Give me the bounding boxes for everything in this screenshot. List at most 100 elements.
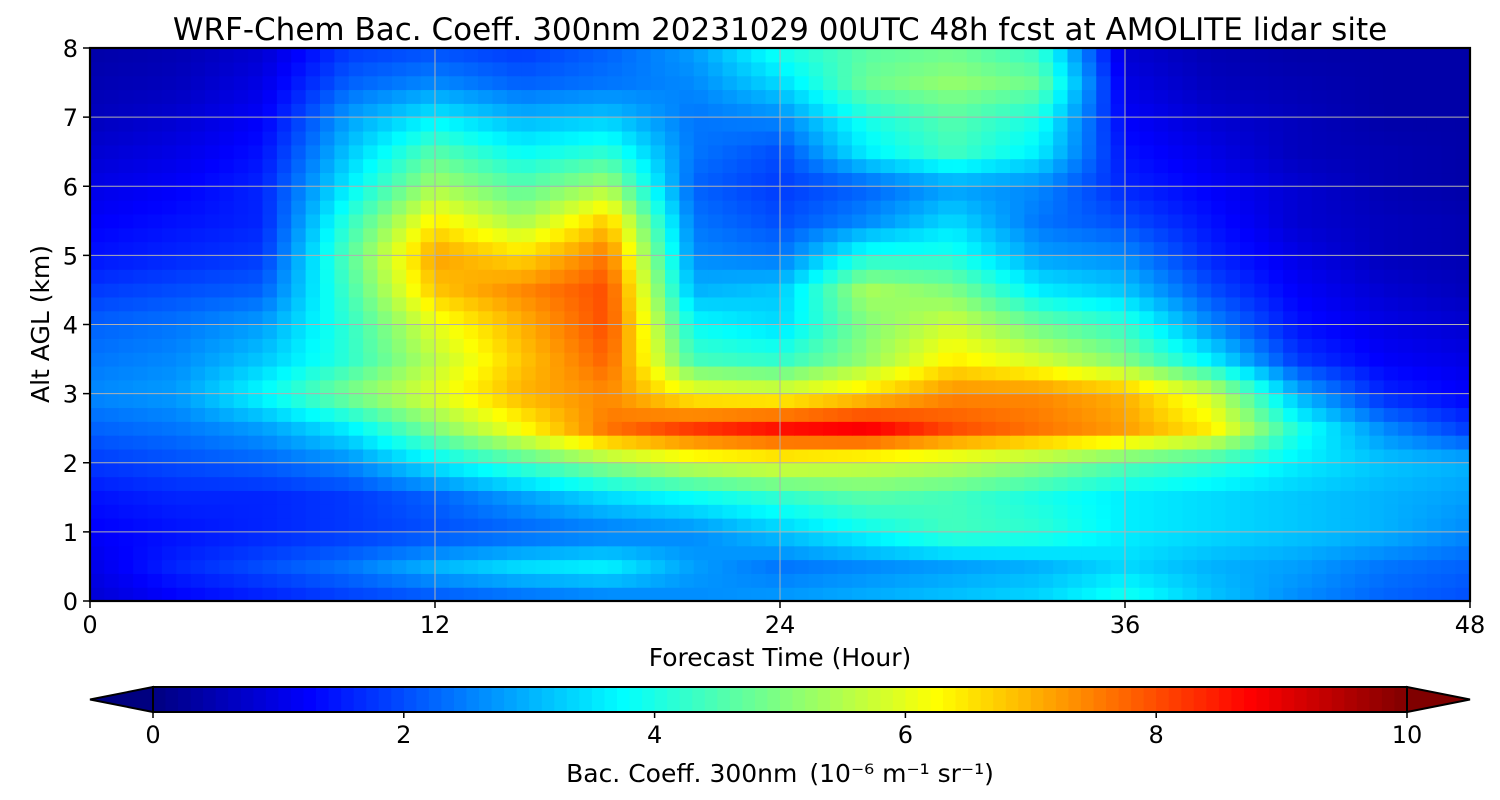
colorbar-segment [1231, 687, 1245, 712]
heatmap-cell [1398, 255, 1414, 270]
heatmap-cell [909, 310, 925, 326]
heatmap-cell [377, 365, 393, 381]
heatmap-cell [851, 545, 867, 561]
heatmap-cell [1168, 310, 1184, 326]
heatmap-cell [736, 117, 752, 132]
heatmap-cell [190, 448, 206, 464]
heatmap-cell [348, 352, 364, 367]
heatmap-cell [780, 545, 795, 561]
heatmap-cell [708, 407, 724, 422]
heatmap-cell [765, 352, 781, 367]
heatmap-cell [205, 476, 220, 491]
heatmap-cell [823, 103, 839, 118]
heatmap-cell [1067, 283, 1083, 298]
heatmap-cell [578, 296, 594, 312]
heatmap-cell [851, 310, 867, 326]
heatmap-cell [636, 338, 652, 353]
heatmap-cell [1182, 448, 1198, 464]
heatmap-cell [233, 393, 249, 409]
heatmap-cell [1355, 504, 1370, 519]
heatmap-cell [377, 103, 393, 118]
heatmap-cell [1426, 227, 1442, 243]
heatmap-cell [190, 296, 206, 312]
heatmap-cell [851, 587, 867, 601]
heatmap-cell [391, 158, 407, 174]
heatmap-cell [463, 227, 479, 243]
heatmap-cell [1283, 462, 1299, 478]
heatmap-cell [1455, 144, 1470, 160]
heatmap-cell [607, 48, 623, 63]
heatmap-cell [895, 172, 910, 187]
heatmap-cell [679, 545, 695, 561]
heatmap-cell [621, 227, 637, 243]
heatmap-cell [1369, 352, 1385, 367]
heatmap-cell [923, 393, 939, 409]
heatmap-cell [118, 103, 134, 118]
heatmap-cell [406, 186, 422, 201]
heatmap-cell [1426, 559, 1442, 574]
heatmap-cell [1398, 462, 1414, 478]
heatmap-cell [262, 89, 278, 104]
heatmap-cell [823, 518, 839, 533]
heatmap-cell [1268, 559, 1284, 574]
heatmap-cell [808, 435, 824, 450]
heatmap-cell [1441, 144, 1457, 160]
heatmap-cell [1153, 269, 1169, 284]
heatmap-cell [636, 255, 652, 270]
heatmap-cell [1441, 117, 1457, 132]
heatmap-cell [176, 365, 192, 381]
heatmap-cell [1067, 200, 1083, 215]
heatmap-cell [736, 75, 752, 91]
heatmap-cell [708, 421, 724, 436]
heatmap-cell [233, 144, 249, 160]
heatmap-cell [1053, 587, 1069, 601]
heatmap-cell [1211, 130, 1227, 146]
heatmap-cell [190, 587, 206, 601]
colorbar-segments [153, 687, 1408, 712]
heatmap-cell [147, 365, 163, 381]
heatmap-cell [1268, 255, 1284, 270]
heatmap-cell [478, 393, 494, 409]
heatmap-cell [406, 144, 422, 160]
heatmap-cell [693, 587, 709, 601]
heatmap-cell [995, 172, 1011, 187]
heatmap-cell [1268, 518, 1284, 533]
heatmap-cell [1355, 227, 1370, 243]
heatmap-cell [952, 144, 968, 160]
heatmap-cell [636, 421, 652, 436]
heatmap-cell [866, 103, 882, 118]
heatmap-cell [1196, 117, 1212, 132]
heatmap-cell [449, 61, 465, 77]
heatmap-cell [1383, 172, 1399, 187]
heatmap-cell [1196, 310, 1212, 326]
heatmap-cell [1426, 200, 1442, 215]
heatmap-cell [305, 103, 321, 118]
heatmap-cell [118, 144, 134, 160]
heatmap-cell [636, 310, 652, 326]
heatmap-cell [751, 365, 767, 381]
heatmap-cell [391, 448, 407, 464]
heatmap-cell [880, 504, 896, 519]
heatmap-cell [463, 587, 479, 601]
heatmap-cell [564, 269, 580, 284]
heatmap-cell [593, 48, 609, 63]
heatmap-cell [1398, 393, 1414, 409]
heatmap-cell [564, 61, 580, 77]
heatmap-cell [219, 172, 235, 187]
heatmap-cell [636, 545, 652, 561]
heatmap-cell [880, 573, 896, 588]
heatmap-cell [995, 296, 1011, 312]
heatmap-cell [722, 448, 738, 464]
heatmap-cell [1182, 379, 1198, 395]
heatmap-cell [133, 407, 149, 422]
heatmap-cell [693, 559, 709, 574]
heatmap-cell [1311, 587, 1327, 601]
heatmap-cell [449, 200, 465, 215]
heatmap-cell [492, 324, 508, 339]
heatmap-cell [1153, 545, 1169, 561]
heatmap-cell [161, 462, 177, 478]
heatmap-cell [348, 296, 364, 312]
heatmap-cell [923, 531, 939, 547]
heatmap-cell [1369, 448, 1385, 464]
heatmap-cell [952, 117, 968, 132]
